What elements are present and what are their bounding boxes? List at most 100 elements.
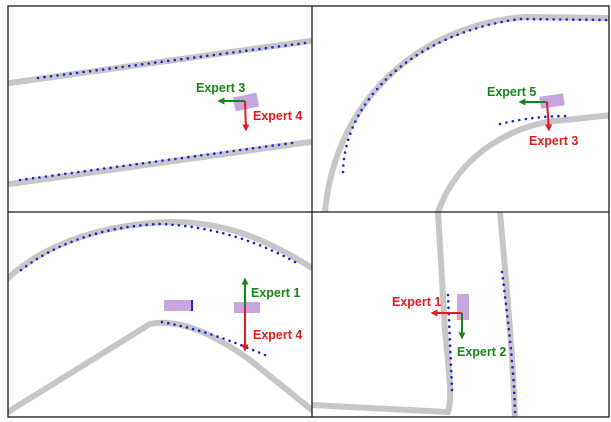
trajectory-point (511, 119, 515, 123)
trajectory-point (500, 20, 503, 24)
trajectory-point (448, 338, 452, 341)
trajectory-point (56, 74, 59, 77)
trajectory-point (506, 19, 510, 23)
trajectory-point (38, 176, 41, 179)
trajectory-point (82, 236, 85, 239)
trajectory-point (139, 224, 142, 227)
panel-top-right: Expert 5 Expert 3 (322, 13, 609, 212)
trajectory-point (591, 18, 595, 22)
trajectory-point (238, 50, 242, 53)
trajectory-point (180, 156, 184, 160)
trajectory-point (109, 166, 112, 169)
trajectory-point (357, 114, 360, 117)
trajectory-point (232, 51, 235, 54)
trajectory-point (119, 226, 123, 230)
trajectory-point (107, 229, 110, 232)
trajectory-point (193, 154, 197, 158)
trajectory-point (508, 334, 511, 337)
trajectory-point (394, 69, 398, 72)
trajectory-point (44, 175, 48, 178)
trajectory-point (550, 115, 554, 118)
trajectory-point (468, 29, 472, 32)
trajectory-point (64, 242, 67, 246)
trajectory-point (46, 251, 50, 254)
trajectory-point (450, 376, 453, 379)
trajectory-point (513, 410, 517, 414)
trajectory-point (493, 22, 497, 25)
trajectory-point (31, 176, 35, 180)
trajectory-point (95, 69, 98, 72)
trajectory-point (258, 244, 262, 247)
trajectory-point (215, 230, 219, 234)
trajectory-point (512, 378, 515, 382)
trajectory-point (506, 321, 510, 325)
expert-label: Expert 1 (251, 286, 300, 300)
trajectory-points-upper (36, 41, 307, 80)
trajectory-point (290, 43, 294, 46)
trajectory-point (101, 68, 105, 71)
trajectory-point (167, 158, 171, 161)
trajectory-points-lower (18, 141, 294, 182)
trajectory-point (345, 144, 348, 148)
expert-label: Expert 2 (457, 345, 506, 359)
trajectory-point (450, 382, 454, 386)
trajectory-point (512, 391, 516, 395)
trajectory-point (49, 75, 53, 78)
trajectory-point (264, 246, 268, 250)
trajectory-point (507, 327, 511, 331)
trajectory-point (462, 31, 466, 34)
trajectory-point (161, 159, 164, 162)
trajectory-point (410, 57, 413, 61)
trajectory-point (426, 47, 430, 50)
trajectory-point (148, 161, 151, 164)
trajectory-point (545, 18, 549, 21)
trajectory-point (421, 50, 424, 53)
trajectory-point (524, 117, 528, 121)
trajectory-point (245, 147, 248, 151)
trajectory-point (449, 350, 452, 354)
trajectory-point (173, 58, 177, 62)
road-lanes (312, 212, 518, 417)
trajectory-point (297, 42, 300, 46)
trajectory-point (225, 150, 229, 154)
trajectory-point (89, 169, 93, 172)
expert-label: Expert 4 (253, 109, 302, 123)
trajectory-point (240, 344, 243, 347)
trajectory-point (447, 306, 450, 310)
trajectory-point (246, 346, 249, 350)
trajectory-point (367, 97, 371, 101)
trajectory-point (88, 234, 92, 237)
trajectory-point (228, 233, 231, 237)
trajectory-point (62, 73, 66, 76)
trajectory-point (487, 23, 491, 27)
trajectory-point (69, 72, 72, 75)
trajectory-point (219, 151, 223, 154)
trajectory-point (284, 44, 287, 47)
trajectory-point (448, 325, 451, 329)
trajectory-point (171, 223, 174, 227)
trajectory-point (228, 339, 231, 343)
trajectory-point (70, 171, 74, 175)
trajectory-point (258, 47, 261, 51)
trajectory-point (252, 241, 256, 245)
trajectory-point (257, 351, 261, 354)
trajectory-point (557, 114, 560, 118)
trajectory-point (351, 126, 355, 129)
trajectory-point (342, 157, 346, 161)
trajectory-point (519, 17, 523, 21)
trajectory-point (135, 162, 138, 166)
trajectory-point (75, 71, 79, 75)
trajectory-point (164, 223, 168, 226)
trajectory-point (210, 333, 213, 336)
trajectory-point (384, 78, 388, 81)
trajectory-point (52, 248, 56, 251)
trajectory-point (604, 18, 608, 22)
trajectory-point (432, 44, 436, 47)
trajectory-point (474, 27, 478, 30)
trajectory-point (179, 324, 182, 328)
trajectory-point (200, 154, 203, 157)
trajectory-point (251, 48, 255, 52)
trajectory-point (94, 232, 98, 235)
trajectory-point (193, 56, 196, 59)
trajectory-point (173, 323, 176, 326)
